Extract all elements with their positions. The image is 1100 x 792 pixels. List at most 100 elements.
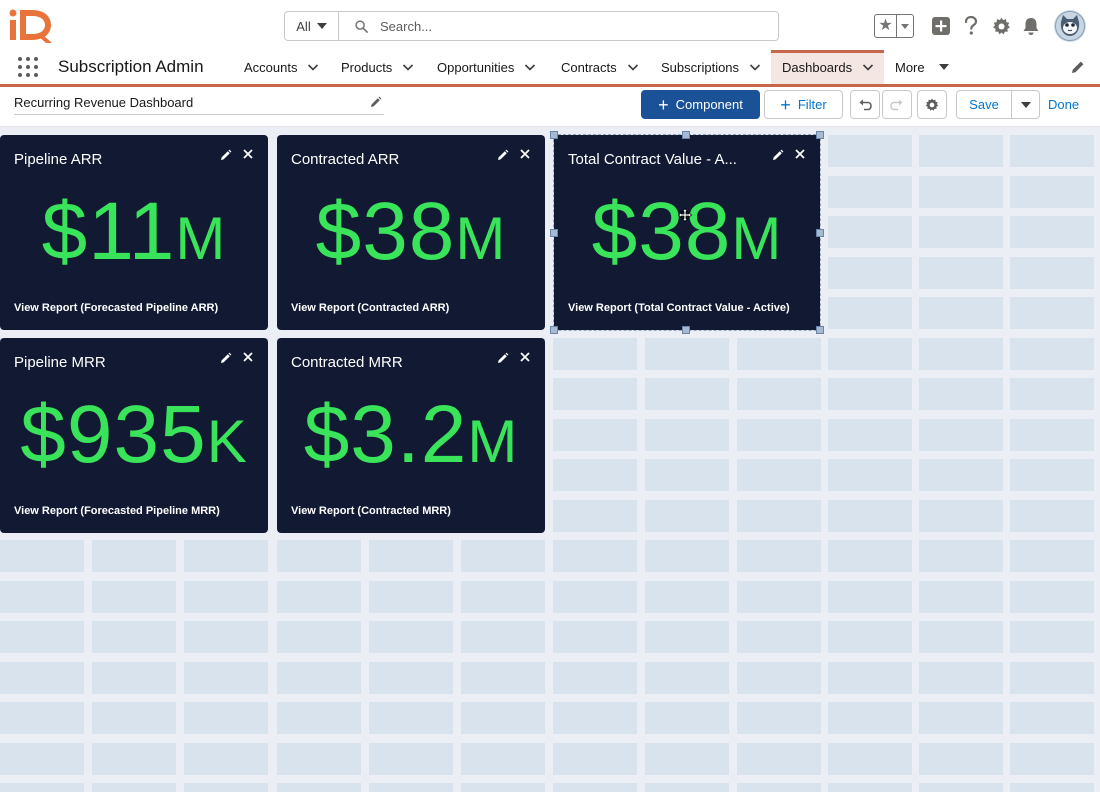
search-scope-dropdown[interactable]: All <box>285 12 339 40</box>
dashboard-name-field[interactable]: Recurring Revenue Dashboard <box>14 92 384 115</box>
empty-grid-cell <box>553 580 637 613</box>
empty-grid-cell <box>0 540 84 572</box>
metric-number: $3.2 <box>303 389 468 480</box>
tile-title: Contracted MRR <box>291 354 403 371</box>
empty-grid-cell <box>184 540 268 572</box>
favorites-button-group[interactable]: ★ <box>874 14 914 38</box>
add-component-button[interactable]: + Component <box>641 90 760 119</box>
resize-handle[interactable] <box>682 326 690 334</box>
empty-grid-cell <box>828 621 912 653</box>
redo-button[interactable] <box>882 90 912 119</box>
properties-button[interactable] <box>917 90 947 119</box>
favorites-star-icon[interactable]: ★ <box>875 15 897 37</box>
empty-grid-cell <box>553 418 637 451</box>
empty-grid-cell <box>369 621 453 653</box>
metric-tile-pipeline-mrr[interactable]: Pipeline MRR $935K View Report (Forecast… <box>0 338 268 533</box>
resize-handle[interactable] <box>550 326 558 334</box>
empty-grid-cell <box>919 702 1003 734</box>
help-icon <box>964 16 978 35</box>
tile-title: Pipeline ARR <box>14 151 103 168</box>
edit-pencil-icon[interactable] <box>220 352 232 364</box>
metric-suffix: K <box>206 408 248 475</box>
close-icon[interactable] <box>794 148 806 160</box>
view-report-link[interactable]: View Report (Forecasted Pipeline ARR) <box>14 302 219 314</box>
edit-pencil-icon[interactable] <box>370 96 382 108</box>
empty-grid-cell <box>828 135 912 167</box>
close-icon[interactable] <box>519 351 531 363</box>
resize-handle[interactable] <box>816 131 824 139</box>
resize-handle[interactable] <box>682 131 690 139</box>
chevron-down-icon[interactable] <box>627 61 639 73</box>
nav-tab-products[interactable]: Products <box>341 50 414 84</box>
chevron-down-icon[interactable] <box>862 61 874 73</box>
save-button[interactable]: Save <box>956 90 1012 119</box>
view-report-link[interactable]: View Report (Total Contract Value - Acti… <box>568 302 790 314</box>
notifications-button[interactable] <box>1016 11 1046 41</box>
search-input[interactable] <box>380 18 740 34</box>
undo-icon <box>859 99 872 110</box>
empty-grid-cell <box>645 337 729 370</box>
nav-tab-opportunities[interactable]: Opportunities <box>437 50 536 84</box>
chevron-down-icon[interactable] <box>749 61 761 73</box>
edit-pencil-icon[interactable] <box>497 149 509 161</box>
nav-tab-subscriptions[interactable]: Subscriptions <box>661 50 761 84</box>
setup-button[interactable] <box>986 11 1016 41</box>
chevron-down-icon[interactable] <box>307 61 319 73</box>
empty-grid-cell <box>919 783 1003 792</box>
resize-handle[interactable] <box>550 229 558 237</box>
nav-tab-more[interactable]: More <box>895 50 949 84</box>
close-icon[interactable] <box>519 148 531 160</box>
empty-grid-cell <box>737 418 821 451</box>
edit-pencil-icon[interactable] <box>220 149 232 161</box>
empty-grid-cell <box>1010 742 1094 775</box>
empty-grid-cell <box>919 175 1003 208</box>
save-options-button[interactable] <box>1011 90 1040 119</box>
empty-grid-cell <box>645 580 729 613</box>
empty-grid-cell <box>0 702 84 734</box>
view-report-link[interactable]: View Report (Contracted ARR) <box>291 302 450 314</box>
close-icon[interactable] <box>242 351 254 363</box>
metric-tile-pipeline-arr[interactable]: Pipeline ARR $11M View Report (Forecaste… <box>0 135 268 330</box>
nav-tab-contracts[interactable]: Contracts <box>561 50 639 84</box>
empty-grid-cell <box>92 702 176 734</box>
empty-grid-cell <box>461 621 545 653</box>
app-launcher-icon[interactable] <box>18 57 38 77</box>
add-filter-button[interactable]: + Filter <box>764 90 843 119</box>
empty-grid-cell <box>92 621 176 653</box>
edit-nav-pencil-icon[interactable] <box>1070 59 1086 75</box>
empty-grid-cell <box>553 499 637 532</box>
chevron-down-icon <box>901 23 909 29</box>
metric-tile-contracted-mrr[interactable]: Contracted MRR $3.2M View Report (Contra… <box>277 338 545 533</box>
global-actions-button[interactable] <box>926 11 956 41</box>
close-icon[interactable] <box>242 148 254 160</box>
resize-handle[interactable] <box>550 131 558 139</box>
metric-tile-contracted-arr[interactable]: Contracted ARR $38M View Report (Contrac… <box>277 135 545 330</box>
empty-grid-cell <box>369 702 453 734</box>
empty-grid-cell <box>828 337 912 370</box>
empty-grid-cell <box>184 580 268 613</box>
empty-grid-cell <box>737 702 821 734</box>
chevron-down-icon[interactable] <box>402 61 414 73</box>
undo-button[interactable] <box>850 90 880 119</box>
done-button[interactable]: Done <box>1048 97 1080 112</box>
company-logo[interactable] <box>8 6 54 44</box>
view-report-link[interactable]: View Report (Contracted MRR) <box>291 505 451 517</box>
favorites-menu-button[interactable] <box>897 23 913 29</box>
edit-pencil-icon[interactable] <box>497 352 509 364</box>
plus-icon: + <box>658 94 669 115</box>
help-button[interactable] <box>956 11 986 41</box>
nav-tab-label: Accounts <box>244 59 298 75</box>
chevron-down-icon[interactable] <box>524 61 536 73</box>
resize-handle[interactable] <box>816 229 824 237</box>
empty-grid-cell <box>277 742 361 775</box>
edit-pencil-icon[interactable] <box>772 149 784 161</box>
resize-handle[interactable] <box>816 326 824 334</box>
metric-tile-total-contract-value[interactable]: Total Contract Value - A... $38M View Re… <box>553 134 821 331</box>
nav-tab-dashboards[interactable]: Dashboards <box>771 50 884 84</box>
empty-grid-cell <box>645 418 729 451</box>
nav-tab-accounts[interactable]: Accounts <box>244 50 319 84</box>
user-avatar[interactable] <box>1054 10 1086 42</box>
view-report-link[interactable]: View Report (Forecasted Pipeline MRR) <box>14 505 220 517</box>
empty-grid-cell <box>828 175 912 208</box>
nav-tab-label: Contracts <box>561 59 617 75</box>
